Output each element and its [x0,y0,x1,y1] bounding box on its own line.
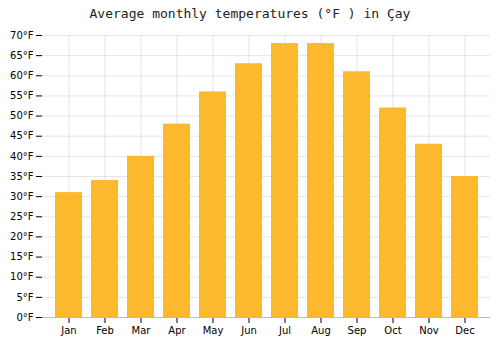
svg-text:Jan: Jan [60,325,76,336]
svg-text:Sep: Sep [348,325,367,336]
svg-text:Dec: Dec [455,325,474,336]
svg-text:Jun: Jun [240,325,257,336]
svg-text:Apr: Apr [168,325,186,336]
svg-text:10°F: 10°F [10,271,34,282]
svg-text:35°F: 35°F [10,171,34,182]
svg-text:Aug: Aug [311,325,331,336]
svg-text:60°F: 60°F [10,70,34,81]
svg-text:55°F: 55°F [10,90,34,101]
svg-text:65°F: 65°F [10,50,34,61]
svg-text:0°F: 0°F [16,312,33,323]
svg-text:40°F: 40°F [10,151,34,162]
svg-text:50°F: 50°F [10,110,34,121]
svg-text:25°F: 25°F [10,211,34,222]
svg-text:70°F: 70°F [10,30,34,41]
svg-text:45°F: 45°F [10,130,34,141]
svg-text:30°F: 30°F [10,191,34,202]
svg-text:May: May [203,325,224,336]
svg-text:5°F: 5°F [16,292,33,303]
svg-text:15°F: 15°F [10,251,34,262]
svg-text:Jul: Jul [278,325,291,336]
svg-text:Mar: Mar [132,325,152,336]
svg-text:Nov: Nov [419,325,439,336]
svg-text:Oct: Oct [384,325,401,336]
html-text:Average monthly temperatures (: Average monthly temperatures (°F ) in Ça… [89,6,411,21]
svg-text:20°F: 20°F [10,231,34,242]
svg-text:Feb: Feb [96,325,114,336]
